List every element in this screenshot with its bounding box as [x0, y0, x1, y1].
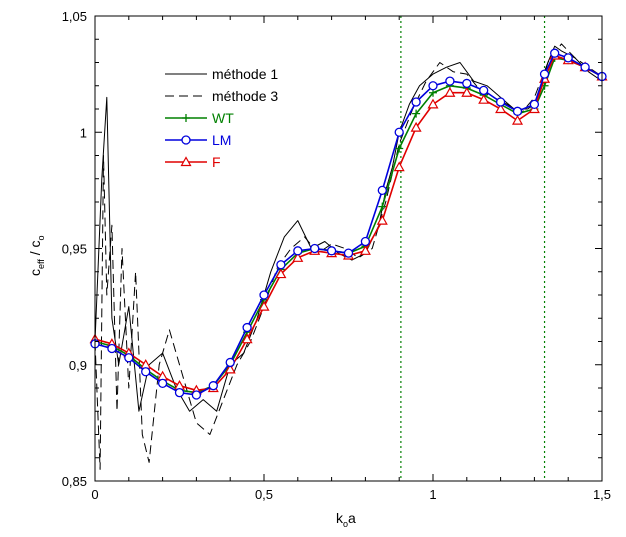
x-axis-label-tail: a — [348, 510, 356, 526]
y-axis-label: ceff / co — [27, 235, 46, 276]
data-point-lm — [411, 97, 421, 107]
y-axis-label-num-sub: eff — [36, 259, 46, 269]
x-tick-label: 1,5 — [593, 487, 611, 502]
y-axis-label-den: c — [27, 240, 43, 247]
y-tick-label: 1,05 — [62, 9, 87, 24]
legend-label-methode-3: méthode 3 — [212, 88, 278, 104]
data-point-lm — [529, 99, 540, 109]
legend-item-methode-3: méthode 3 — [165, 88, 278, 104]
y-tick-label: 0,9 — [69, 358, 87, 373]
data-point-lm — [445, 76, 455, 86]
data-point-f — [461, 87, 473, 97]
data-point-lm — [141, 367, 151, 377]
data-point-lm — [157, 378, 168, 389]
legend-item-f: F — [165, 154, 221, 170]
series-line-methode-1 — [94, 45, 603, 412]
data-point-wt — [395, 144, 404, 153]
data-point-f — [359, 245, 371, 255]
legend-marker-f — [180, 156, 192, 167]
y-tick-label: 0,95 — [62, 242, 87, 257]
data-point-f — [495, 103, 507, 114]
data-point-lm — [208, 381, 218, 391]
data-point-f — [410, 121, 422, 132]
x-tick-label: 0,5 — [255, 487, 273, 502]
legend-marker-wt — [182, 114, 190, 122]
series-line-lm — [94, 52, 603, 396]
series-f — [89, 49, 608, 395]
y-axis-label-den-sub: o — [36, 235, 46, 240]
series-line-f — [94, 54, 603, 392]
data-point-f — [140, 359, 152, 369]
y-tick-label: 0,85 — [62, 474, 87, 489]
legend-label-lm: LM — [212, 132, 231, 148]
y-axis-label-sep: / — [27, 247, 43, 259]
data-point-lm — [495, 97, 506, 107]
data-point-lm — [377, 185, 387, 196]
data-point-f — [258, 300, 270, 311]
x-axis-label-main: k — [336, 510, 344, 526]
data-point-lm — [107, 343, 117, 354]
series-wt — [91, 53, 606, 397]
data-point-f — [511, 114, 524, 125]
data-point-f — [376, 214, 388, 225]
legend-label-wt: WT — [212, 110, 234, 126]
x-tick-label: 0 — [91, 487, 98, 502]
legend-item-methode-1: méthode 1 — [165, 66, 278, 82]
data-point-lm — [174, 387, 185, 398]
data-point-lm — [512, 106, 523, 116]
legend-marker-lm — [181, 135, 191, 145]
legend: méthode 1 méthode 3 WT LM F — [165, 66, 278, 170]
data-point-lm — [479, 85, 489, 96]
data-point-f — [241, 333, 253, 344]
data-point-f — [393, 161, 405, 172]
data-point-lm — [563, 53, 573, 63]
data-point-wt — [412, 109, 421, 118]
legend-item-lm: LM — [165, 132, 231, 148]
axis-ticks: 0 0,5 1 1,5 0,85 0,9 0,95 1 1,05 — [62, 9, 611, 502]
data-point-lm — [124, 353, 134, 363]
data-point-f — [173, 379, 186, 390]
data-point-f — [478, 93, 490, 104]
data-point-f — [275, 268, 287, 279]
data-point-lm — [539, 69, 550, 79]
legend-item-wt: WT — [165, 110, 234, 126]
data-point-lm — [191, 390, 202, 400]
series-methode-3 — [94, 43, 603, 470]
series-line-methode-3 — [94, 43, 603, 470]
y-tick-label: 1 — [80, 125, 87, 140]
data-point-f — [157, 370, 169, 381]
data-point-f — [444, 87, 456, 97]
data-point-lm — [394, 127, 404, 137]
data-point-lm — [360, 236, 371, 247]
series-methode-1 — [94, 45, 603, 412]
data-point-f — [292, 252, 304, 262]
data-point-lm — [276, 260, 286, 270]
series-layer — [89, 43, 608, 470]
data-point-lm — [225, 357, 235, 368]
data-point-lm — [428, 81, 438, 91]
series-lm — [90, 48, 607, 400]
data-point-lm — [242, 322, 252, 333]
y-axis-label-num: c — [27, 269, 43, 276]
data-point-lm — [462, 78, 472, 89]
data-point-lm — [550, 48, 560, 58]
x-axis-label: koa — [336, 510, 356, 529]
x-tick-label: 1 — [429, 487, 436, 502]
data-point-wt — [378, 202, 387, 211]
data-point-lm — [293, 246, 303, 256]
data-point-f — [427, 98, 439, 109]
x-axis-label-sub: o — [343, 519, 348, 529]
data-point-f — [224, 363, 236, 374]
legend-label-methode-1: méthode 1 — [212, 66, 278, 82]
data-point-lm — [343, 248, 354, 258]
legend-label-f: F — [212, 154, 221, 170]
data-point-lm — [580, 62, 590, 72]
data-point-lm — [310, 243, 320, 254]
data-point-lm — [326, 246, 337, 256]
data-point-lm — [259, 290, 269, 300]
